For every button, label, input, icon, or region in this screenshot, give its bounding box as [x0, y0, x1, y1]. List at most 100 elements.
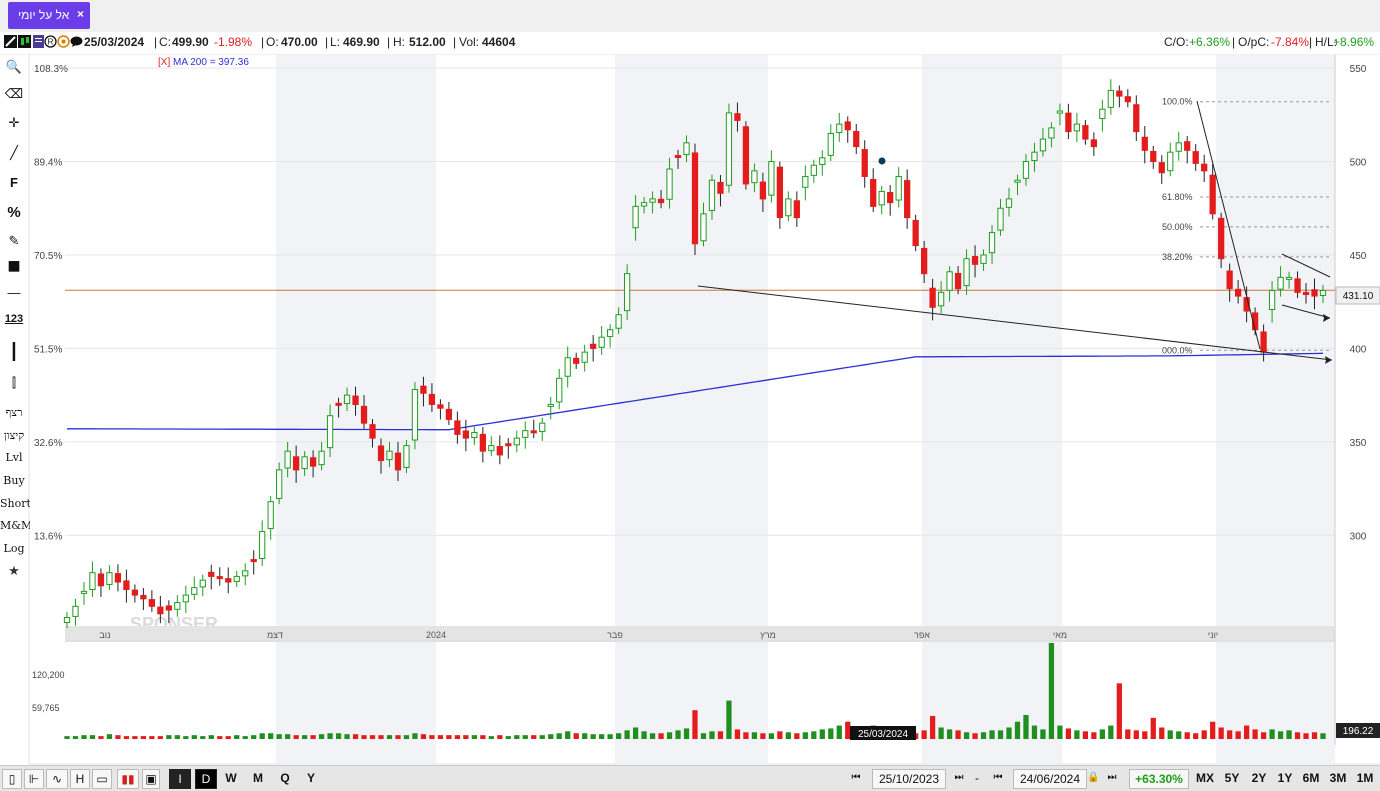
price-chart[interactable]: SPONSER נוב דצמ 2024 פבר מרץ אפר מאי יוני 55050… [30, 55, 1380, 763]
candles-tool-icon[interactable]: ⫿ [11, 375, 17, 390]
mode-weekly[interactable]: W [225, 771, 237, 785]
chart-tab[interactable]: אל על יומי × [8, 2, 90, 29]
period-6m[interactable]: 6M [1302, 771, 1320, 785]
zoom-icon[interactable]: 🔍 [5, 59, 23, 74]
candle-body [148, 599, 155, 607]
period-mx[interactable]: MX [1196, 771, 1214, 785]
candle-body [691, 152, 699, 245]
line-tool-icon[interactable]: ╱ [10, 145, 18, 160]
chart-type-icon[interactable] [18, 35, 31, 48]
candle-body [301, 456, 308, 470]
level-tool[interactable]: Lvl [5, 451, 23, 464]
candle-body [1192, 151, 1199, 164]
candle-body [742, 126, 750, 185]
continuous-tool[interactable]: רצף [5, 406, 23, 419]
info-sep: | [261, 35, 265, 49]
mm-tool[interactable]: M&M [0, 519, 33, 532]
eraser-icon[interactable]: ⌫ [4, 86, 24, 101]
time-axis-label: נוב [99, 630, 110, 640]
candle-body [853, 130, 860, 148]
candle-body [1065, 112, 1072, 133]
alert-icon[interactable] [57, 35, 70, 48]
volume-bar [1006, 727, 1012, 739]
volume-bar [1184, 732, 1190, 739]
mode-daily[interactable]: D [195, 769, 217, 789]
ohlc-type-icon[interactable]: ⊩ [24, 769, 44, 789]
volume-bar [1210, 721, 1216, 739]
volume-bar [531, 735, 537, 739]
volume-bar [1269, 729, 1275, 739]
mode-quarterly[interactable]: Q [280, 771, 290, 785]
period-2y[interactable]: 2Y [1251, 771, 1267, 785]
edit-icon[interactable]: ✎ [8, 233, 20, 248]
volume-bar [556, 733, 562, 739]
comment-icon[interactable] [70, 35, 83, 48]
bar-type-icon[interactable]: ▭ [92, 769, 112, 789]
log-tool[interactable]: Log [3, 542, 25, 555]
mode-monthly[interactable]: M [253, 771, 263, 785]
registered-icon[interactable]: R [44, 35, 57, 48]
vertical-line-icon[interactable]: ┃ [9, 344, 19, 361]
candle-body [1268, 289, 1276, 311]
to-first-button[interactable]: ⏮ [985, 769, 1011, 787]
volume-bar [615, 733, 622, 739]
extreme-tool[interactable]: קיצון [3, 429, 25, 442]
color-swatch[interactable]: ■ [7, 253, 21, 278]
volume-bar [607, 734, 613, 739]
crosshair-icon[interactable]: ✛ [8, 115, 20, 130]
candle-body [547, 403, 554, 407]
candle-body [250, 559, 257, 563]
numbers-tool[interactable]: 123 [4, 313, 24, 325]
close-value: 499.90 [172, 35, 209, 49]
heikin-type-icon[interactable]: ▮▮ [117, 769, 139, 789]
period-1y[interactable]: 1Y [1277, 771, 1293, 785]
lock-icon[interactable]: 🔒 [1087, 772, 1100, 783]
document-icon[interactable] [32, 35, 45, 48]
volume-bar [497, 735, 503, 739]
period-3m[interactable]: 3M [1329, 771, 1347, 785]
close-icon[interactable]: × [76, 7, 84, 21]
candle-body [89, 572, 96, 590]
svg-text:R: R [48, 38, 54, 47]
percent-tool[interactable]: % [7, 204, 21, 221]
to-date[interactable]: 24/06/2024 [1013, 769, 1087, 789]
period-5y[interactable]: 5Y [1224, 771, 1240, 785]
mode-intraday[interactable]: I [169, 769, 191, 789]
from-date[interactable]: 25/10/2023 [872, 769, 946, 789]
candle-body [666, 168, 673, 200]
short-tool[interactable]: Short [0, 497, 31, 510]
volume-bar [709, 731, 715, 739]
buy-tool[interactable]: Buy [3, 474, 25, 487]
candle-body [657, 198, 665, 204]
time-axis-label: פבר [607, 630, 623, 640]
hlc-type-icon[interactable]: H [70, 769, 90, 789]
candle-body [776, 166, 783, 219]
ma-remove-button[interactable]: [X] [158, 57, 170, 68]
candle-body [1082, 125, 1089, 140]
star-icon[interactable]: ★ [8, 563, 20, 578]
ma200-line [67, 352, 1324, 431]
mode-yearly[interactable]: Y [306, 771, 315, 785]
volume-bar [132, 736, 138, 739]
candle-body [1150, 150, 1157, 163]
from-last-button[interactable]: ⏭ [946, 769, 972, 787]
volume-bar [819, 729, 825, 739]
candle-body [1158, 162, 1165, 174]
volume-bar [242, 736, 248, 739]
chart-draw-icon[interactable] [4, 35, 17, 48]
from-first-button[interactable]: ⏮ [843, 769, 869, 787]
save-icon[interactable]: ▣ [142, 769, 160, 789]
horizontal-line-icon[interactable]: — [7, 285, 21, 300]
candle-type-icon[interactable]: ▯ [2, 769, 22, 789]
percent-tick-label: 89.4% [34, 158, 62, 169]
candle-body [123, 580, 130, 590]
range-separator: - [975, 771, 979, 785]
candle-body [556, 377, 563, 403]
to-last-button[interactable]: ⏭ [1099, 769, 1125, 787]
volume-bar [1243, 725, 1250, 739]
volume-bar [64, 736, 70, 739]
fibonacci-tool[interactable]: F [10, 175, 18, 190]
line-type-icon[interactable]: ∿ [46, 769, 68, 789]
volume-last-badge: 196.22 [1343, 726, 1374, 737]
period-1m[interactable]: 1M [1356, 771, 1374, 785]
